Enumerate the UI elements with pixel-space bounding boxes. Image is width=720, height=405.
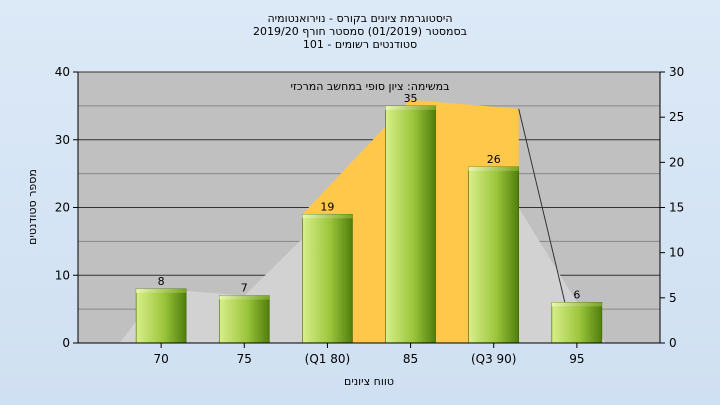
chart-title-line-3: סטודנטים רשומים - 101	[303, 38, 417, 51]
y-tick-label: 10	[55, 268, 70, 282]
x-axis: 70 75 (Q1 80) 85 (Q3 90) 95	[78, 342, 660, 366]
bar	[468, 166, 520, 344]
y2-tick-label: 0	[669, 336, 677, 350]
x-tick-label: (Q1 80)	[305, 352, 351, 366]
bar-body	[302, 213, 353, 344]
distribution-line	[518, 108, 566, 303]
y-tick-label: 30	[55, 133, 70, 147]
bar-body	[551, 302, 603, 344]
chart-title-line-1: היסטוגרמת ציונים בקורס - נוירואנטומיה	[267, 12, 452, 25]
data-label: 19	[320, 200, 334, 213]
data-label: 6	[573, 288, 580, 301]
y2-tick-label: 25	[669, 110, 684, 124]
y2-tick-label: 20	[669, 155, 684, 169]
chart-title-line-2: בסמסטר (01/2019) סמסטר חורף 2019/20	[253, 25, 467, 38]
bar-top	[468, 166, 519, 171]
x-tick-label: 95	[569, 352, 584, 366]
bar	[218, 295, 270, 344]
bar	[302, 213, 353, 344]
y2-axis: 0 5 10 15 20 25 30	[659, 65, 684, 350]
y-tick-label: 40	[55, 65, 70, 79]
x-tick-label: 85	[403, 352, 418, 366]
annotation: במשימה: ציון סופי במחשב המרכזי	[290, 80, 449, 93]
data-label: 35	[404, 92, 418, 105]
bar-body	[135, 288, 187, 344]
y-axis: 0 10 20 30 40	[55, 65, 79, 350]
bar-body	[218, 295, 270, 344]
data-label: 26	[487, 153, 501, 166]
bar-top	[385, 105, 436, 110]
data-label: 7	[241, 282, 248, 295]
bars	[135, 105, 603, 344]
bar-body	[468, 166, 520, 344]
y2-tick-label: 15	[669, 201, 684, 215]
bar-top	[136, 288, 187, 293]
bar	[135, 288, 187, 344]
y2-tick-label: 5	[669, 291, 677, 305]
data-labels: 8 7 19 35 26 6	[158, 92, 581, 301]
y-tick-label: 20	[55, 201, 70, 215]
bar-top	[219, 295, 270, 300]
y-axis-title: מספר סטודנטים	[26, 169, 39, 245]
x-tick-label: 75	[237, 352, 252, 366]
bar	[551, 302, 603, 344]
x-tick-label: 70	[154, 352, 169, 366]
bar-body	[385, 105, 436, 344]
y2-tick-label: 30	[669, 65, 684, 79]
y2-tick-label: 10	[669, 246, 684, 260]
y-tick-label: 0	[62, 336, 70, 350]
data-label: 8	[158, 275, 165, 288]
bar-top	[551, 302, 602, 307]
bar-top	[302, 214, 353, 219]
x-axis-title: טווח ציונים	[344, 375, 394, 388]
bar	[385, 105, 436, 344]
x-tick-label: (Q3 90)	[471, 352, 517, 366]
